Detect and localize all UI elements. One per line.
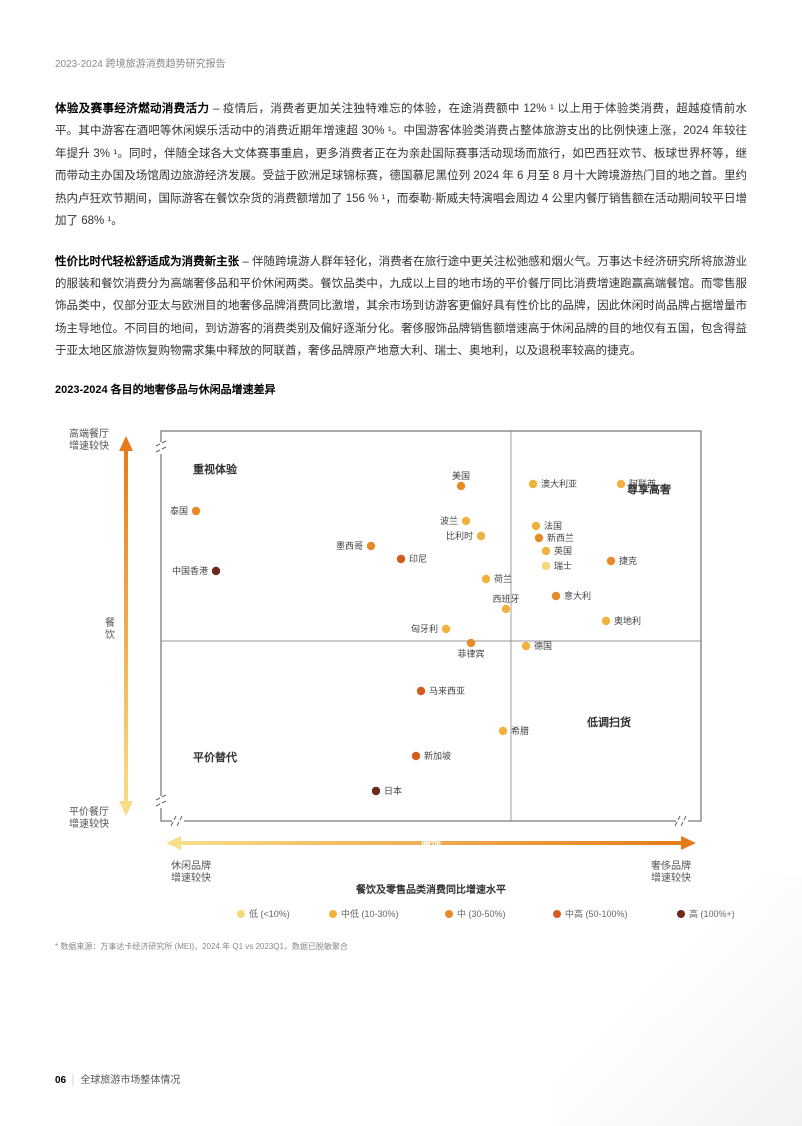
- page-footer: 06 │ 全球旅游市场整体情况: [55, 1071, 180, 1086]
- paragraph-1: 体验及赛事经济燃动消费活力 – 疫情后，消费者更加关注独特难忘的体验，在途消费额…: [55, 98, 747, 233]
- svg-text:中 (30-50%): 中 (30-50%): [457, 908, 506, 919]
- paragraph-2: 性价比时代轻松舒适成为消费新主张 – 伴随跨境游人群年轻化，消费者在旅行途中更关…: [55, 251, 747, 363]
- svg-text:平价替代: 平价替代: [193, 750, 237, 764]
- svg-text:英国: 英国: [554, 545, 572, 556]
- svg-text:澳大利亚: 澳大利亚: [541, 478, 577, 489]
- svg-text:波兰: 波兰: [440, 515, 458, 526]
- svg-text:奢侈品牌增速较快: 奢侈品牌增速较快: [651, 859, 691, 884]
- svg-text:德国: 德国: [534, 640, 552, 651]
- svg-text:泰国: 泰国: [170, 505, 188, 516]
- svg-text:中国香港: 中国香港: [172, 565, 208, 576]
- svg-text:意大利: 意大利: [564, 590, 591, 601]
- svg-text:阿联酋: 阿联酋: [629, 478, 656, 489]
- chart-footnote: * 数据来源：万事达卡经济研究所 (MEI)，2024 年 Q1 vs 2023…: [55, 941, 747, 952]
- para2-rest: – 伴随跨境游人群年轻化，消费者在旅行途中更关注松弛感和烟火气。万事达卡经济研究…: [55, 256, 747, 358]
- svg-text:新西兰: 新西兰: [547, 532, 574, 543]
- para2-bold: 性价比时代轻松舒适成为消费新主张: [55, 256, 239, 268]
- svg-text:瑞士: 瑞士: [554, 560, 572, 571]
- svg-text:法国: 法国: [544, 520, 562, 531]
- svg-text:匈牙利: 匈牙利: [411, 623, 438, 634]
- svg-text:捷克: 捷克: [619, 555, 637, 566]
- svg-text:低调扫货: 低调扫货: [586, 715, 631, 729]
- svg-text:餐饮: 餐饮: [105, 616, 115, 641]
- report-header: 2023-2024 跨境旅游消费趋势研究报告: [55, 55, 747, 70]
- svg-text:餐饮及零售品类消费同比增速水平: 餐饮及零售品类消费同比增速水平: [355, 883, 506, 896]
- scatter-chart: 重视体验尊享高奢平价替代低调扫货泰国中国香港墨西哥印尼美国波兰比利时荷兰匈牙利菲…: [51, 411, 741, 931]
- svg-text:高端餐厅增速较快: 高端餐厅增速较快: [69, 427, 109, 452]
- svg-text:服饰: 服饰: [421, 837, 441, 850]
- svg-text:新加坡: 新加坡: [424, 750, 451, 761]
- svg-text:菲律宾: 菲律宾: [457, 648, 484, 659]
- svg-text:西班牙: 西班牙: [492, 593, 519, 604]
- footer-text: 全球旅游市场整体情况: [80, 1075, 180, 1086]
- svg-text:印尼: 印尼: [409, 553, 427, 564]
- svg-text:高 (100%+): 高 (100%+): [689, 908, 735, 919]
- footer-sep: │: [70, 1075, 76, 1086]
- svg-text:休闲品牌增速较快: 休闲品牌增速较快: [171, 859, 211, 884]
- svg-text:马来西亚: 马来西亚: [429, 686, 465, 696]
- para1-rest: – 疫情后，消费者更加关注独特难忘的体验，在途消费额中 12% ¹ 以上用于体验…: [55, 103, 747, 227]
- svg-text:荷兰: 荷兰: [494, 573, 512, 584]
- svg-text:中低 (10-30%): 中低 (10-30%): [341, 908, 399, 919]
- svg-text:日本: 日本: [384, 785, 402, 796]
- para1-bold: 体验及赛事经济燃动消费活力: [55, 103, 209, 115]
- svg-text:低 (<10%): 低 (<10%): [249, 908, 290, 919]
- svg-text:墨西哥: 墨西哥: [336, 541, 363, 551]
- svg-text:美国: 美国: [452, 470, 470, 481]
- svg-text:平价餐厅增速较快: 平价餐厅增速较快: [69, 805, 109, 830]
- svg-text:比利时: 比利时: [446, 530, 473, 541]
- page-number: 06: [55, 1075, 66, 1086]
- svg-text:希腊: 希腊: [511, 725, 529, 736]
- svg-text:奥地利: 奥地利: [614, 615, 641, 626]
- svg-text:重视体验: 重视体验: [193, 462, 238, 476]
- chart-title: 2023-2024 各目的地奢侈品与休闲品增速差异: [55, 381, 747, 397]
- svg-text:中高 (50-100%): 中高 (50-100%): [565, 908, 628, 919]
